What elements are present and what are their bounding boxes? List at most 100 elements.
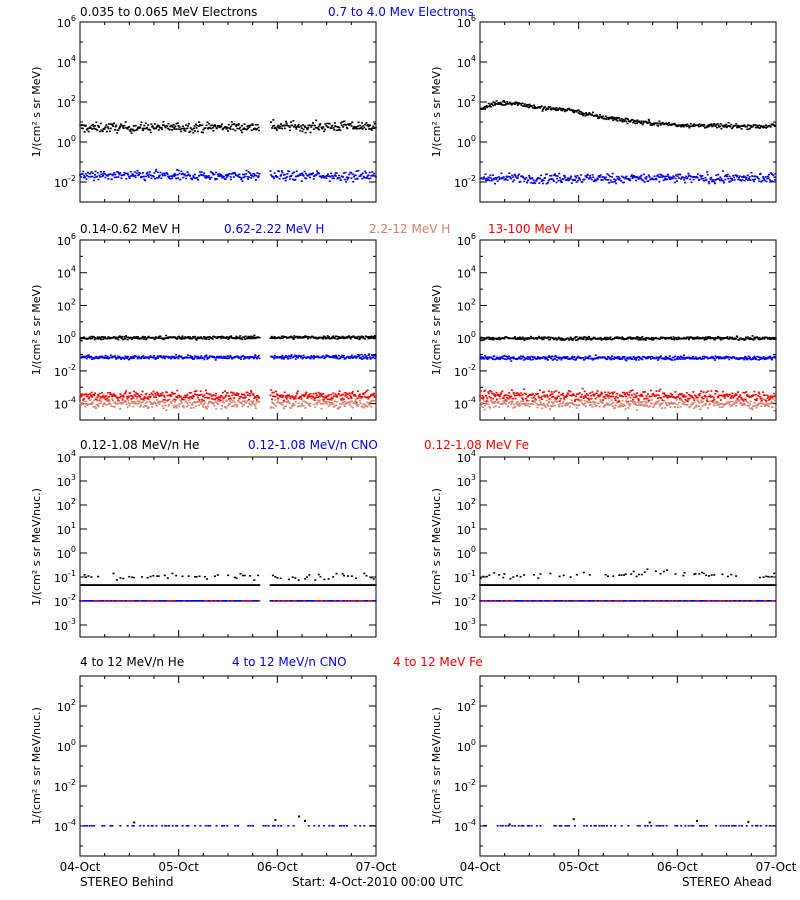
data-point [195, 355, 198, 358]
data-point [515, 402, 518, 404]
data-point [694, 356, 697, 358]
data-point [336, 408, 339, 410]
data-point [105, 404, 108, 406]
data-point [90, 403, 93, 406]
data-point [676, 403, 679, 406]
data-point [208, 338, 211, 341]
data-point [239, 335, 242, 337]
data-point [682, 356, 685, 359]
data-point [656, 175, 659, 177]
data-point [606, 179, 609, 181]
data-point [148, 393, 151, 396]
data-point [134, 395, 137, 397]
data-point [599, 398, 602, 401]
data-point [224, 174, 227, 177]
data-point [762, 125, 765, 127]
data-point [484, 356, 487, 358]
data-point [151, 125, 154, 127]
data-point [491, 336, 494, 339]
data-point [297, 356, 300, 359]
data-point [130, 357, 133, 360]
data-point [168, 356, 171, 358]
data-point [588, 177, 591, 179]
data-point [549, 356, 552, 358]
data-point [288, 355, 291, 358]
data-point [185, 405, 188, 408]
data-point [171, 128, 174, 131]
data-point [367, 402, 370, 404]
data-point [242, 404, 245, 406]
data-point [602, 406, 605, 408]
data-point [119, 356, 122, 359]
data-point [151, 174, 154, 177]
data-point [529, 337, 532, 340]
data-point [134, 174, 137, 177]
data-point [284, 120, 287, 123]
data-point [526, 404, 529, 407]
data-point [687, 125, 690, 127]
data-point [741, 178, 744, 181]
data-point [595, 392, 598, 394]
data-point [622, 405, 625, 408]
data-point [620, 404, 623, 407]
data-point [210, 171, 213, 174]
data-point [98, 402, 101, 405]
data-point [480, 336, 483, 339]
data-point [280, 337, 283, 339]
data-point [246, 337, 249, 340]
data-point [536, 177, 539, 180]
data-point [675, 337, 678, 339]
data-point [187, 397, 190, 399]
data-point [569, 390, 572, 393]
data-point [79, 402, 82, 405]
data-point [165, 355, 168, 358]
data-point [358, 394, 361, 397]
data-point [344, 337, 347, 339]
data-point [216, 173, 219, 176]
data-point [518, 173, 521, 176]
data-point [303, 394, 306, 397]
data-point [561, 109, 564, 112]
data-point [320, 407, 323, 410]
data-point [482, 108, 485, 110]
data-point [654, 357, 657, 360]
data-point [95, 403, 98, 406]
data-point [715, 123, 718, 126]
data-point [743, 124, 746, 126]
data-point [88, 127, 91, 129]
data-point [227, 355, 230, 357]
data-point [147, 406, 150, 409]
data-point [550, 405, 553, 407]
data-point [746, 404, 749, 407]
data-point [188, 336, 191, 338]
data-point [541, 110, 544, 112]
data-point [583, 358, 586, 361]
data-point [707, 357, 710, 359]
data-point [593, 180, 596, 183]
data-point [587, 401, 590, 403]
data-point [627, 120, 630, 122]
data-point [703, 124, 706, 126]
data-point [183, 127, 186, 130]
data-point [338, 407, 341, 409]
data-point [198, 400, 201, 403]
data-point [111, 174, 114, 177]
data-point [98, 174, 101, 177]
data-point [275, 129, 278, 131]
data-point [760, 338, 763, 340]
data-point [361, 336, 364, 339]
data-point [346, 127, 349, 130]
data-point [752, 405, 755, 408]
data-point [280, 396, 283, 398]
data-point [575, 110, 578, 113]
data-point [542, 107, 545, 109]
data-point [324, 175, 327, 178]
data-point [140, 121, 143, 124]
data-point [333, 395, 336, 398]
data-point [366, 358, 369, 360]
plot-frame [479, 21, 777, 203]
data-point [275, 127, 278, 130]
data-point [561, 393, 564, 396]
data-point [589, 401, 592, 404]
